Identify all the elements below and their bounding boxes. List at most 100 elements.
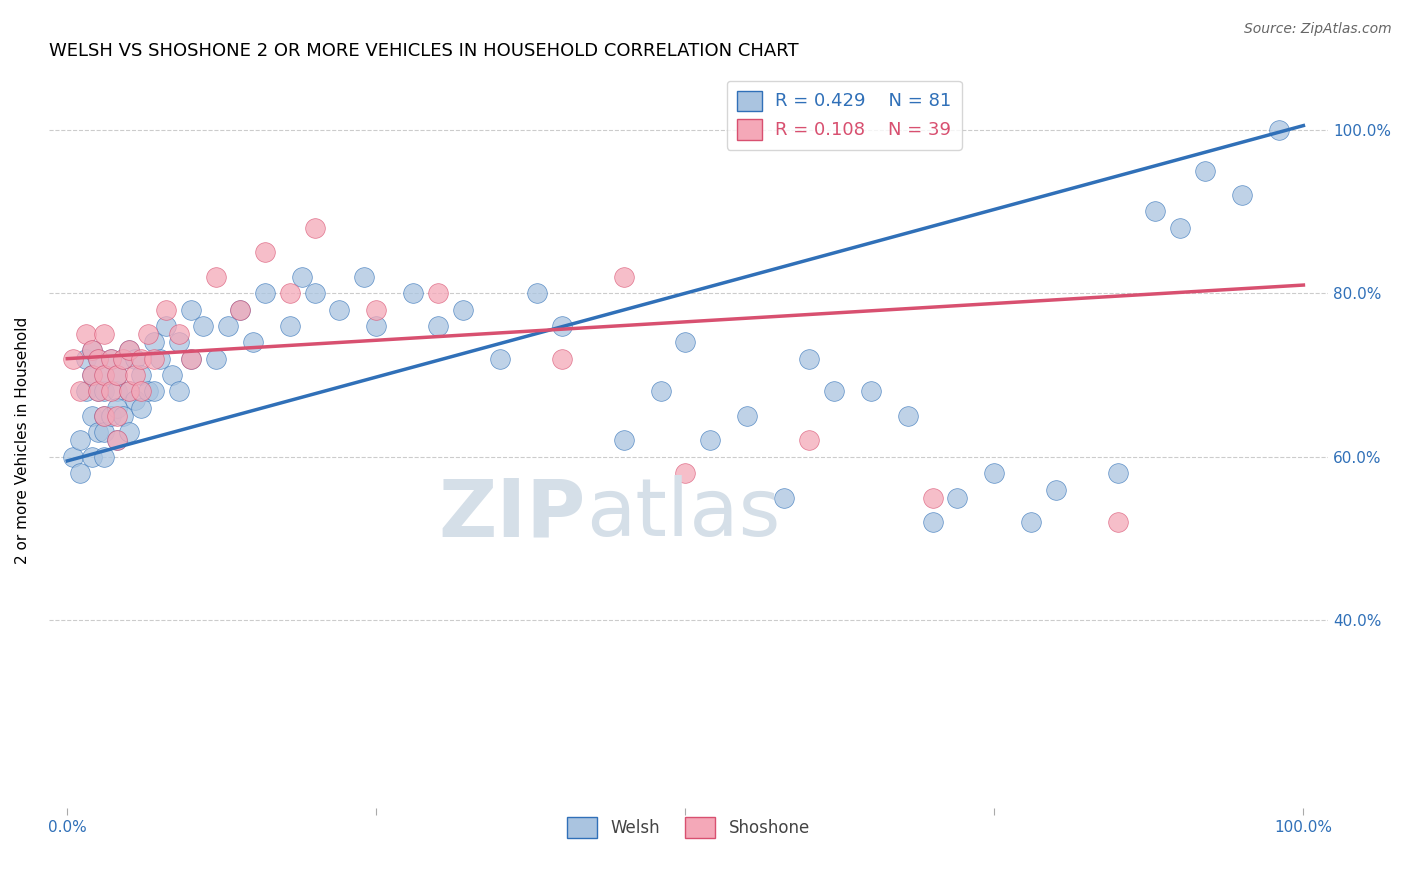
Point [366,318,388,333]
Point [229,302,252,317]
Point [93,327,115,342]
Point [149,351,172,366]
Point [142,384,165,399]
Point [136,384,159,399]
Point [69,384,91,399]
Point [136,327,159,342]
Point [118,384,141,399]
Point [100,384,122,399]
Point [304,220,326,235]
Point [124,368,146,382]
Point [1144,204,1167,219]
Point [254,245,277,260]
Point [111,351,134,366]
Point [946,491,969,505]
Point [105,384,128,399]
Point [105,401,128,415]
Point [921,515,943,529]
Point [180,302,202,317]
Point [193,318,215,333]
Point [1194,163,1216,178]
Point [80,343,103,358]
Point [75,351,97,366]
Point [93,409,115,423]
Point [105,434,128,448]
Point [673,335,696,350]
Point [105,409,128,423]
Point [897,409,920,423]
Point [427,318,450,333]
Point [1230,188,1253,202]
Point [983,466,1005,480]
Point [551,351,574,366]
Point [304,286,326,301]
Point [427,286,450,301]
Point [69,466,91,480]
Point [93,368,115,382]
Point [673,466,696,480]
Point [278,318,301,333]
Point [105,434,128,448]
Point [93,384,115,399]
Point [797,351,820,366]
Point [131,368,153,382]
Point [402,286,425,301]
Point [105,368,128,382]
Point [1107,515,1129,529]
Point [87,384,110,399]
Point [93,368,115,382]
Point [167,384,190,399]
Point [118,384,141,399]
Point [328,302,350,317]
Point [526,286,548,301]
Point [551,318,574,333]
Point [80,368,103,382]
Point [1045,483,1067,497]
Point [80,343,103,358]
Point [111,351,134,366]
Point [1168,220,1191,235]
Point [100,409,122,423]
Point [489,351,512,366]
Point [699,434,721,448]
Text: ZIP: ZIP [439,475,586,553]
Point [162,368,184,382]
Point [80,409,103,423]
Point [155,302,177,317]
Point [217,318,239,333]
Point [1267,122,1289,136]
Text: Source: ZipAtlas.com: Source: ZipAtlas.com [1244,22,1392,37]
Point [823,384,845,399]
Point [612,434,634,448]
Y-axis label: 2 or more Vehicles in Household: 2 or more Vehicles in Household [15,317,30,564]
Point [62,450,84,464]
Point [69,434,91,448]
Point [204,269,226,284]
Point [62,351,84,366]
Point [87,384,110,399]
Point [75,327,97,342]
Point [167,327,190,342]
Point [155,318,177,333]
Text: WELSH VS SHOSHONE 2 OR MORE VEHICLES IN HOUSEHOLD CORRELATION CHART: WELSH VS SHOSHONE 2 OR MORE VEHICLES IN … [49,42,799,60]
Point [773,491,796,505]
Point [87,425,110,440]
Point [105,368,128,382]
Point [612,269,634,284]
Point [204,351,226,366]
Point [124,392,146,407]
Point [229,302,252,317]
Text: atlas: atlas [586,475,780,553]
Point [131,401,153,415]
Point [291,269,314,284]
Point [242,335,264,350]
Point [142,335,165,350]
Point [167,335,190,350]
Point [93,450,115,464]
Point [366,302,388,317]
Point [100,351,122,366]
Point [93,425,115,440]
Point [1021,515,1043,529]
Point [921,491,943,505]
Legend: Welsh, Shoshone: Welsh, Shoshone [561,811,817,844]
